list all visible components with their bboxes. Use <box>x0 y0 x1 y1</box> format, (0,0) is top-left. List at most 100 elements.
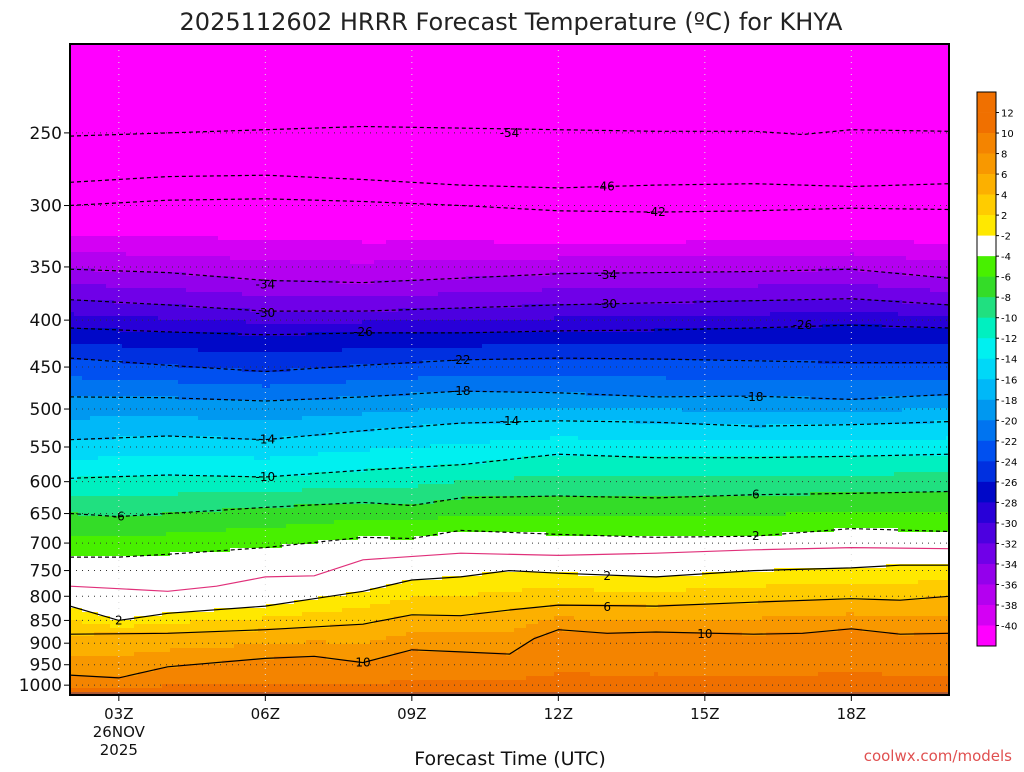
field-cell <box>102 508 107 513</box>
field-cell <box>170 204 175 209</box>
field-cell <box>138 664 143 669</box>
field-cell <box>102 428 107 433</box>
field-cell <box>142 64 147 69</box>
field-cell <box>90 156 95 161</box>
field-cell <box>154 436 159 441</box>
field-cell <box>182 52 187 57</box>
field-cell <box>174 568 179 573</box>
field-cell <box>86 628 91 633</box>
field-cell <box>86 604 91 609</box>
field-cell <box>142 188 147 193</box>
field-cell <box>162 276 167 281</box>
field-cell <box>110 172 115 177</box>
field-cell <box>118 656 123 661</box>
field-cell <box>78 640 83 645</box>
field-cell <box>158 624 163 629</box>
field-cell <box>74 556 79 561</box>
field-cell <box>110 532 115 537</box>
field-cell <box>146 92 151 97</box>
field-cell <box>86 308 91 313</box>
field-cell <box>138 372 143 377</box>
field-cell <box>86 520 91 525</box>
field-cell <box>102 228 107 233</box>
field-cell <box>110 212 115 217</box>
field-cell <box>146 232 151 237</box>
field-cell <box>78 56 83 61</box>
field-cell <box>134 112 139 117</box>
field-cell <box>138 688 143 693</box>
field-cell <box>190 452 195 457</box>
field-cell <box>138 240 143 245</box>
field-cell <box>158 208 163 213</box>
field-cell <box>74 600 79 605</box>
field-cell <box>130 572 135 577</box>
field-cell <box>102 188 107 193</box>
field-cell <box>166 128 171 133</box>
field-cell <box>150 428 155 433</box>
field-cell <box>178 428 183 433</box>
field-cell <box>126 48 131 53</box>
field-cell <box>86 100 91 105</box>
field-cell <box>182 228 187 233</box>
field-cell <box>122 556 127 561</box>
field-cell <box>158 540 163 545</box>
field-cell <box>130 236 135 241</box>
field-cell <box>166 88 171 93</box>
field-cell <box>150 400 155 405</box>
field-cell <box>70 224 75 229</box>
field-cell <box>134 292 139 297</box>
field-cell <box>186 472 191 477</box>
field-cell <box>122 436 127 441</box>
field-cell <box>150 132 155 137</box>
field-cell <box>106 120 111 125</box>
field-cell <box>150 380 155 385</box>
field-cell <box>106 308 111 313</box>
field-cell <box>106 628 111 633</box>
field-cell <box>138 492 143 497</box>
field-cell <box>94 676 99 681</box>
field-cell <box>178 112 183 117</box>
field-cell <box>158 460 163 465</box>
field-cell <box>142 508 147 513</box>
field-cell <box>138 188 143 193</box>
field-cell <box>118 312 123 317</box>
field-cell <box>162 600 167 605</box>
field-cell <box>154 68 159 73</box>
field-cell <box>74 544 79 549</box>
field-cell <box>150 644 155 649</box>
field-cell <box>146 48 151 53</box>
field-cell <box>74 476 79 481</box>
field-cell <box>170 336 175 341</box>
field-cell <box>106 600 111 605</box>
field-cell <box>118 192 123 197</box>
field-cell <box>118 92 123 97</box>
field-cell <box>90 684 95 689</box>
field-cell <box>134 376 139 381</box>
field-cell <box>94 124 99 129</box>
field-cell <box>138 452 143 457</box>
field-cell <box>74 464 79 469</box>
field-cell <box>154 328 159 333</box>
field-cell <box>178 616 183 621</box>
field-cell <box>114 648 119 653</box>
field-cell <box>174 484 179 489</box>
field-cell <box>158 656 163 661</box>
field-cell <box>82 376 87 381</box>
field-cell <box>130 252 135 257</box>
field-cell <box>158 268 163 273</box>
field-cell <box>142 88 147 93</box>
field-cell <box>162 172 167 177</box>
field-cell <box>70 684 75 689</box>
field-cell <box>142 248 147 253</box>
field-cell <box>170 396 175 401</box>
field-cell <box>146 464 151 469</box>
field-cell <box>110 656 115 661</box>
field-cell <box>138 448 143 453</box>
field-cell <box>70 300 75 305</box>
field-cell <box>94 540 99 545</box>
field-cell <box>178 344 183 349</box>
field-cell <box>166 120 171 125</box>
field-cell <box>150 68 155 73</box>
field-cell <box>138 436 143 441</box>
field-cell <box>158 296 163 301</box>
